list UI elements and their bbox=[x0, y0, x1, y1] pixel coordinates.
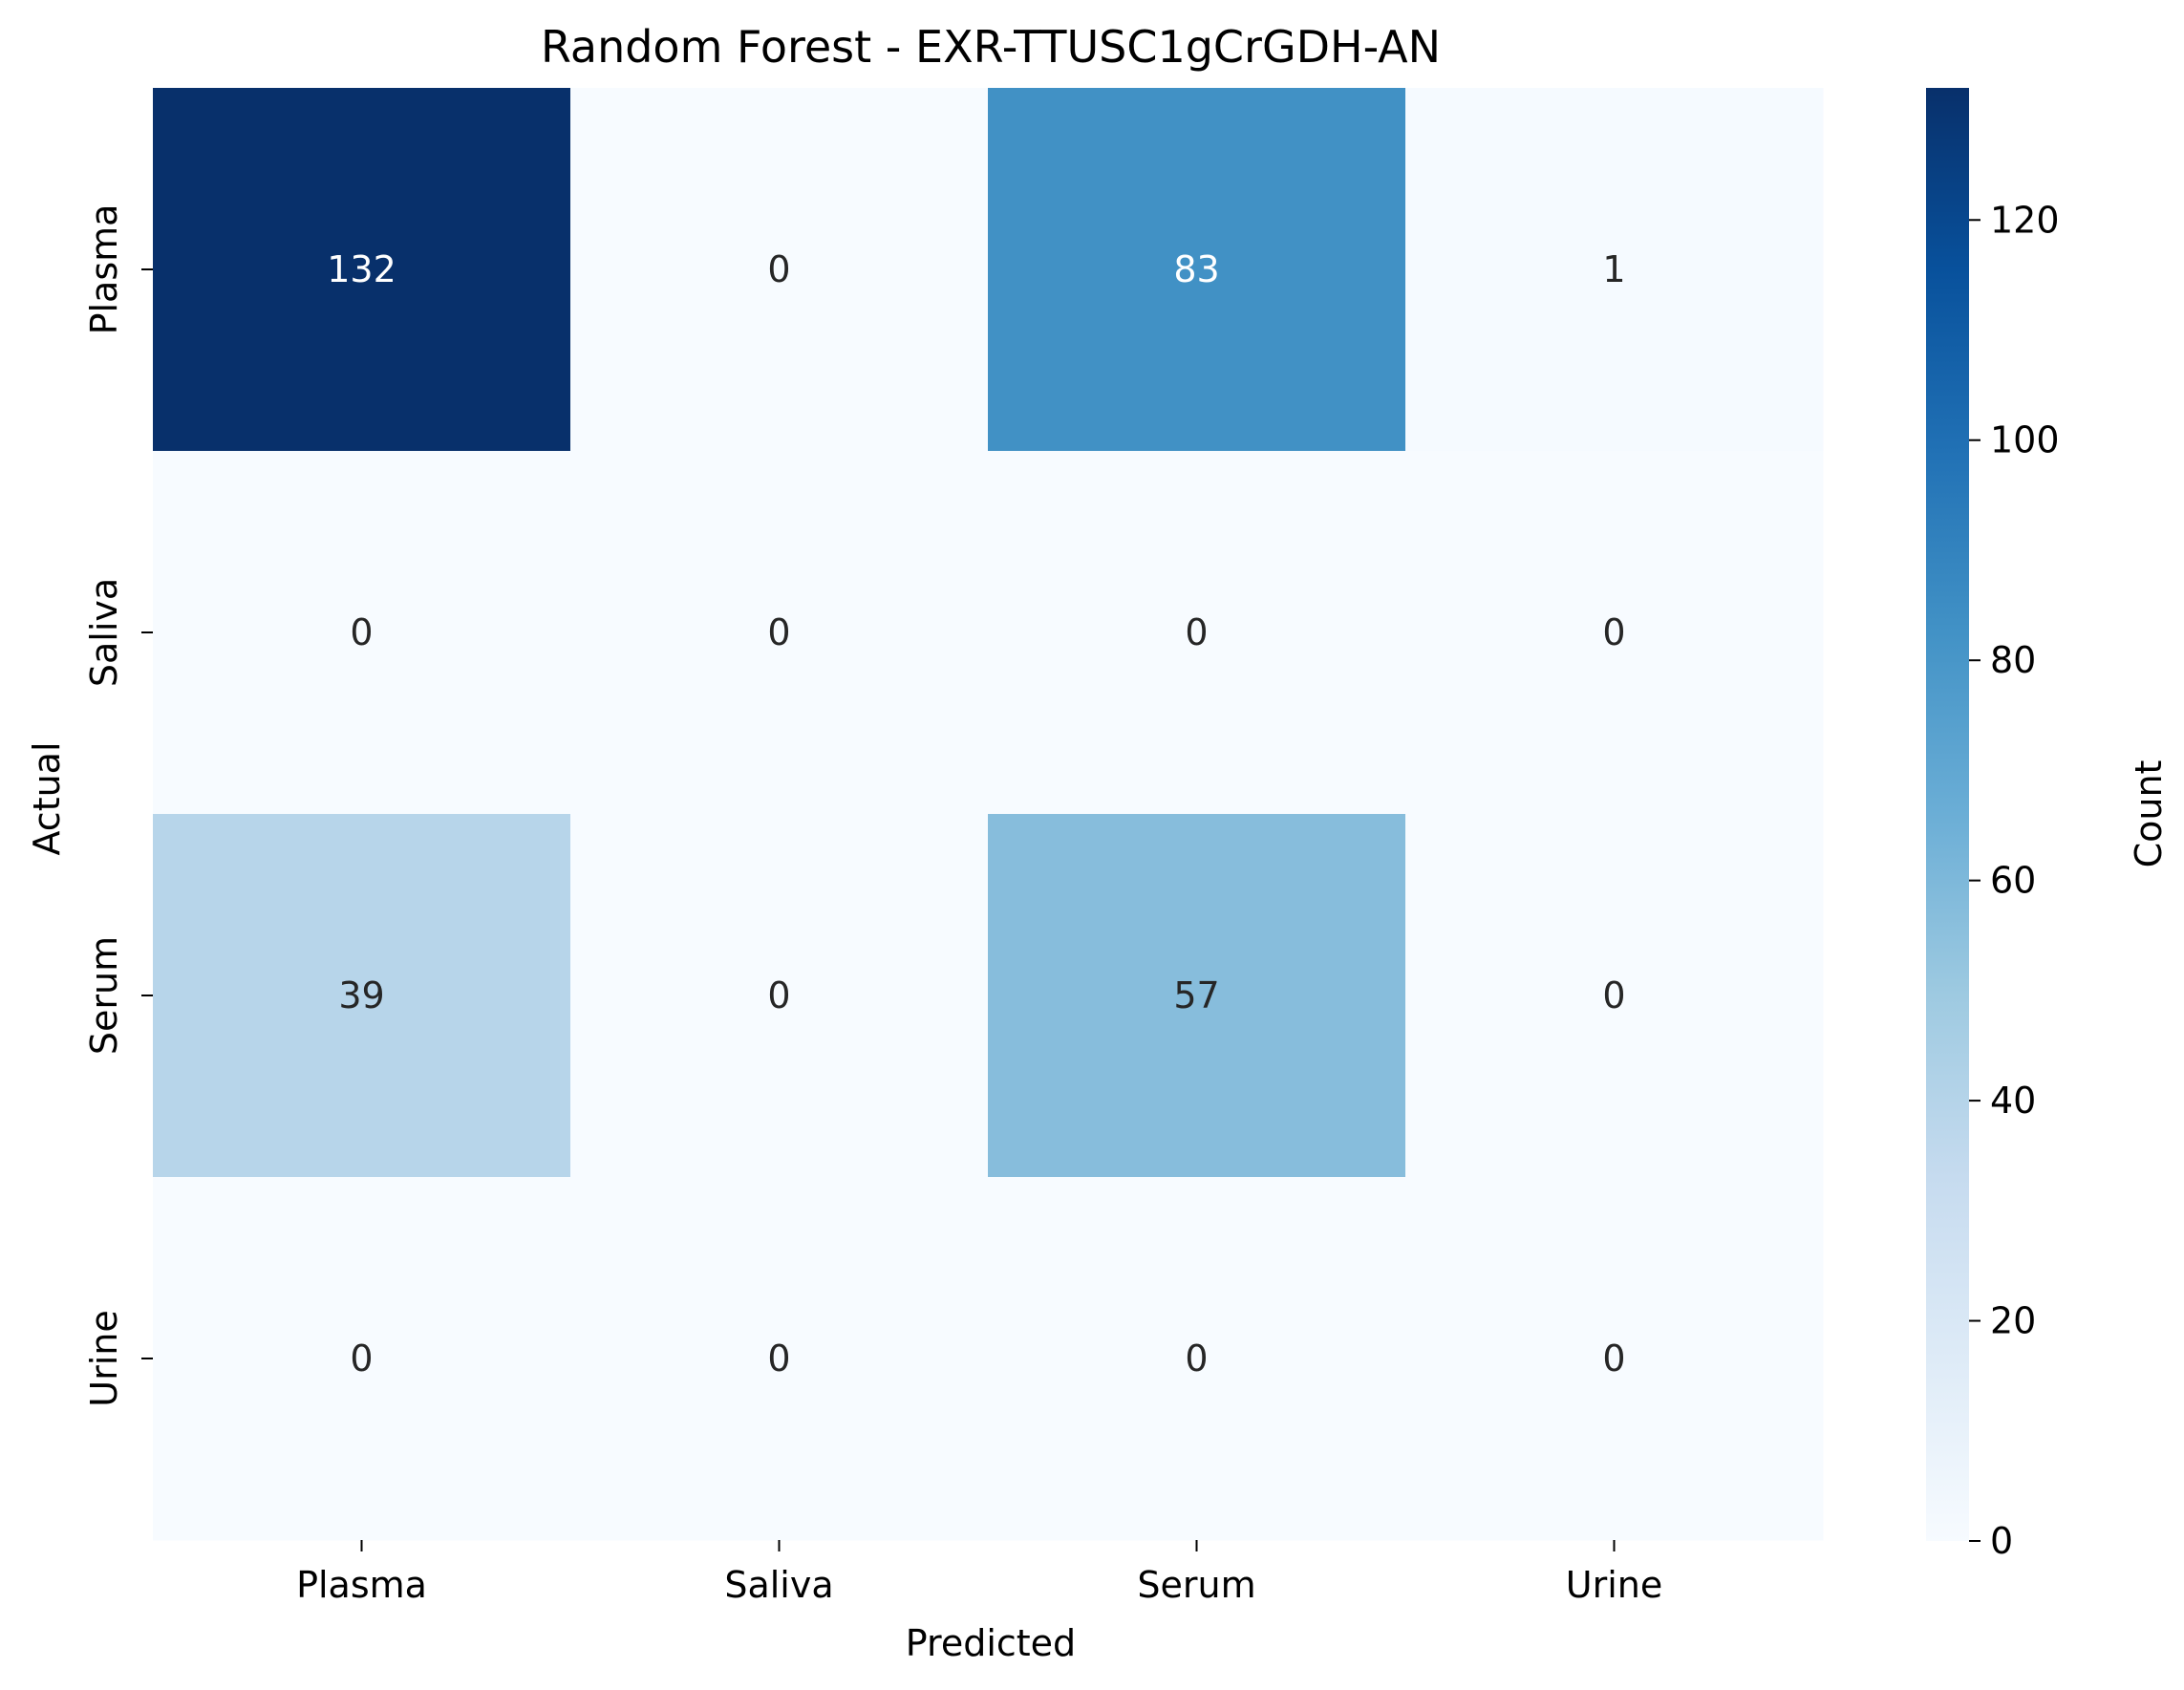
heatmap-cells bbox=[153, 88, 1824, 1541]
heatmap-cell bbox=[1405, 814, 1824, 1178]
heatmap-cell bbox=[988, 814, 1406, 1178]
y-axis-label: Actual bbox=[26, 741, 68, 855]
cell-value-label: 0 bbox=[350, 611, 373, 653]
colorbar bbox=[1926, 88, 1969, 1541]
y-tick-label: Plasma bbox=[83, 204, 125, 335]
cell-value-label: 39 bbox=[338, 974, 384, 1016]
y-tick-label: Serum bbox=[83, 936, 125, 1055]
x-tick-label: Saliva bbox=[724, 1564, 833, 1606]
y-tick-label: Urine bbox=[83, 1310, 125, 1406]
cell-value-label: 0 bbox=[767, 1337, 790, 1380]
cell-value-label: 0 bbox=[1185, 1337, 1208, 1380]
heatmap-cell bbox=[153, 451, 571, 815]
heatmap-cell bbox=[570, 451, 989, 815]
cell-value-label: 0 bbox=[1185, 611, 1208, 653]
heatmap-cell bbox=[570, 88, 989, 452]
chart-title: Random Forest - EXR-TTUSC1gCrGDH-AN bbox=[541, 21, 1441, 73]
colorbar-tick-label: 120 bbox=[1990, 199, 2060, 241]
x-axis-label: Predicted bbox=[906, 1622, 1076, 1664]
colorbar-tick-label: 60 bbox=[1990, 860, 2036, 902]
colorbar-tick-label: 0 bbox=[1990, 1520, 2013, 1562]
heatmap-cell bbox=[988, 1177, 1406, 1541]
x-axis-ticks: Plasma Saliva Serum Urine bbox=[296, 1540, 1662, 1606]
cell-value-label: 83 bbox=[1173, 248, 1219, 290]
cell-value-label: 1 bbox=[1602, 248, 1625, 290]
heatmap-cell-labels: 132 0 83 1 0 0 0 0 39 0 57 0 0 0 0 0 bbox=[327, 248, 1625, 1380]
heatmap-cell bbox=[988, 451, 1406, 815]
cell-value-label: 0 bbox=[767, 248, 790, 290]
colorbar-tick-label: 100 bbox=[1990, 419, 2060, 461]
cell-value-label: 57 bbox=[1173, 974, 1219, 1016]
colorbar-tick-label: 80 bbox=[1990, 639, 2036, 681]
colorbar-ticks: 0 20 40 60 80 100 120 bbox=[1969, 199, 2060, 1562]
x-tick-label: Serum bbox=[1137, 1564, 1255, 1606]
cell-value-label: 0 bbox=[1602, 1337, 1625, 1380]
colorbar-tick-label: 40 bbox=[1990, 1080, 2036, 1122]
heatmap-cell bbox=[153, 88, 571, 452]
cell-value-label: 0 bbox=[767, 974, 790, 1016]
heatmap-cell bbox=[153, 1177, 571, 1541]
cell-value-label: 132 bbox=[327, 248, 396, 290]
cell-value-label: 0 bbox=[767, 611, 790, 653]
y-axis-ticks: Plasma Saliva Serum Urine bbox=[83, 204, 153, 1407]
heatmap-cell bbox=[1405, 451, 1824, 815]
heatmap-cell bbox=[570, 1177, 989, 1541]
x-tick-label: Urine bbox=[1566, 1564, 1662, 1606]
x-tick-label: Plasma bbox=[296, 1564, 427, 1606]
heatmap-cell bbox=[1405, 1177, 1824, 1541]
heatmap-cell bbox=[1405, 88, 1824, 452]
y-tick-label: Saliva bbox=[83, 578, 125, 687]
cell-value-label: 0 bbox=[1602, 974, 1625, 1016]
cell-value-label: 0 bbox=[350, 1337, 373, 1380]
colorbar-label: Count bbox=[2128, 760, 2170, 868]
heatmap-cell bbox=[153, 814, 571, 1178]
cell-value-label: 0 bbox=[1602, 611, 1625, 653]
colorbar-tick-label: 20 bbox=[1990, 1300, 2036, 1342]
heatmap-cell bbox=[570, 814, 989, 1178]
heatmap-cell bbox=[988, 88, 1406, 452]
